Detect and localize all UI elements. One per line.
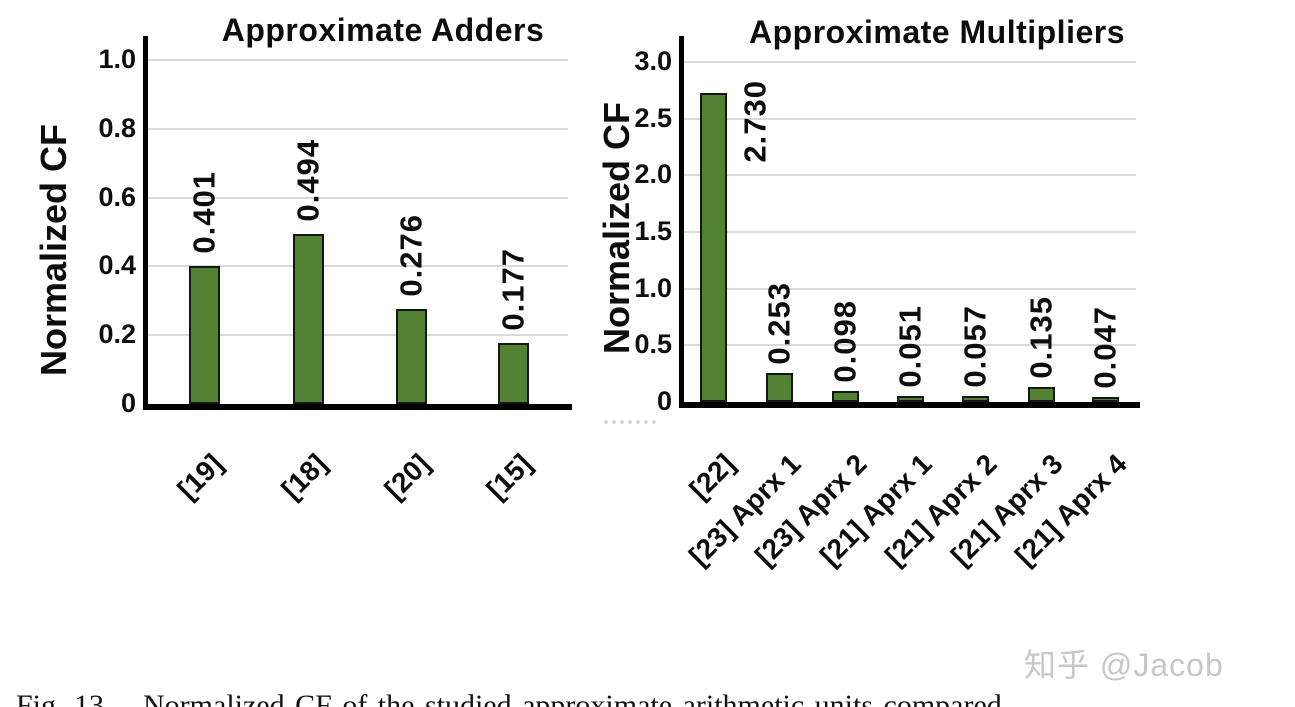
bar [699,93,727,402]
y-tick-label: 0 [656,386,672,416]
bar [188,266,220,404]
y-tick-label: 0.5 [634,329,672,360]
x-category-label: [22] [683,448,741,506]
y-tick-label: 0.2 [98,319,136,350]
adders-plot-area: 0 0.2 0.4 0.6 0.8 1.0 0.401 [19] 0.494 [18] 0.276[… [98,36,572,505]
bar [395,309,427,404]
bar [765,373,793,402]
bar [1027,387,1055,402]
bar-value-label: 0.098 [827,300,863,383]
y-tick-label: 0.8 [98,112,136,143]
bar [1091,397,1119,402]
bar-value-label: 0.057 [957,305,993,388]
gridline [684,231,1136,233]
gridline [684,287,1136,290]
gridline [148,334,568,337]
bar-value-label: 0.047 [1087,306,1123,389]
bar [831,391,859,402]
y-tick-label: 0 [120,388,136,418]
gridline [684,344,1136,347]
caption-line-1: Fig. 13. Normalized CF of the studied ap… [16,689,1002,707]
multipliers-plot-area: 0 0.5 1.0 1.5 2.0 2.5 3.0 2.730 [22] 0.253 [23] Ap… [634,36,1140,572]
y-tick-label: 1.0 [98,44,136,74]
y-tick-label: 0.6 [98,181,136,212]
multipliers-chart-title: Approximate Multipliers [749,14,1125,50]
y-tick-label: 2.0 [634,159,672,190]
bar-value-label: 0.135 [1023,296,1059,379]
gridline [684,61,1136,63]
y-axis-line [143,36,148,409]
bar-value-label: 2.730 [737,80,772,163]
bar-value-label: 0.051 [892,305,928,388]
y-tick-label: 1.5 [634,216,672,246]
y-tick-label: 0.4 [98,250,136,281]
gridline [148,265,568,268]
gridline [148,127,568,130]
bar [292,234,324,404]
gridline [148,59,568,61]
bar [961,396,989,402]
gridline [148,196,568,199]
bar [896,396,924,402]
y-tick-label: 1.0 [634,272,672,303]
x-axis-line [679,402,1140,408]
y-tick-label: 2.5 [634,102,672,133]
bar [497,343,529,404]
figure-caption: Fig. 13. Normalized CF of the studied ap… [16,596,1196,707]
artifact-dashes [604,420,656,424]
x-axis-line [143,404,572,410]
figure-13-charts: Approximate Adders Approximate Multiplie… [33,12,1140,572]
bar-value-label: 0.253 [761,282,797,365]
y-tick-label: 3.0 [634,46,672,76]
gridline [684,174,1136,177]
gridline [684,117,1136,120]
y-axis-line [679,36,684,407]
watermark-text: 知乎 @Jacob [1024,647,1224,683]
adders-chart-title: Approximate Adders [221,12,545,48]
